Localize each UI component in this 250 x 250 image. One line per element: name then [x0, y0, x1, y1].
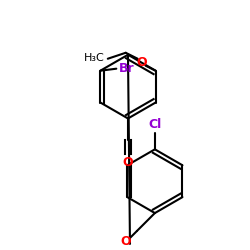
Text: O: O — [123, 156, 133, 169]
Text: H₃C: H₃C — [84, 53, 105, 63]
Text: Cl: Cl — [148, 118, 162, 132]
Text: O: O — [121, 236, 131, 248]
Text: O: O — [136, 56, 147, 69]
Text: Br: Br — [119, 62, 135, 75]
